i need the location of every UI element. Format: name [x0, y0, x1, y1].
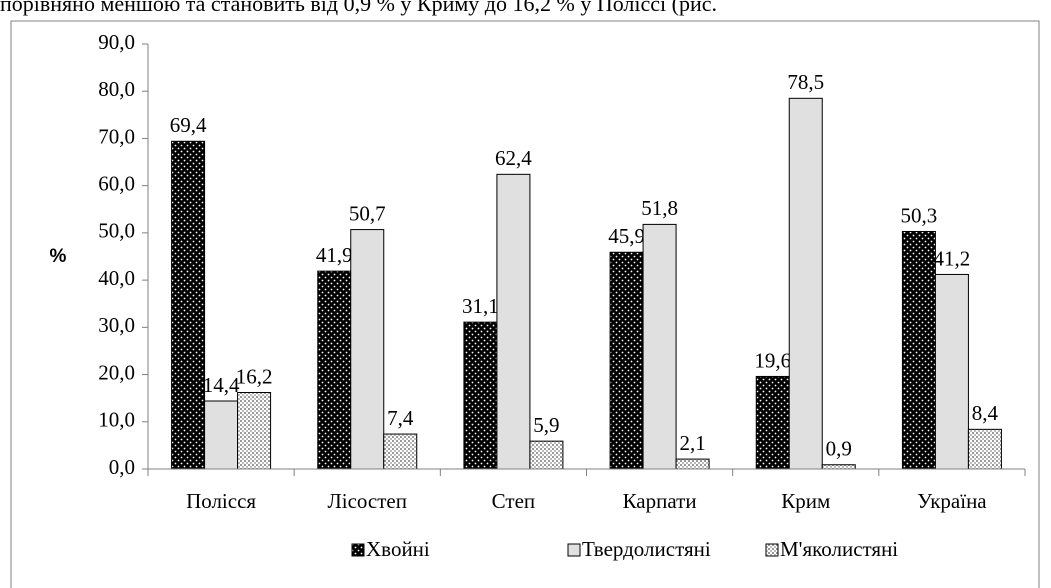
data-label: 7,4 — [387, 406, 414, 430]
bar — [934, 273, 969, 470]
bar — [204, 400, 239, 470]
x-tick-label: Степ — [492, 489, 535, 513]
y-tick-label: 60,0 — [98, 171, 135, 195]
x-tick-label: Лісостеп — [328, 489, 407, 513]
data-label: 51,8 — [641, 196, 678, 220]
data-label: 8,4 — [972, 401, 999, 425]
bar — [788, 97, 823, 470]
bar — [642, 223, 677, 470]
data-label: 62,4 — [495, 146, 532, 170]
bar — [755, 375, 790, 470]
y-tick-label: 0,0 — [109, 455, 135, 479]
y-tick-label: 80,0 — [98, 77, 135, 101]
y-tick-label: 20,0 — [98, 360, 135, 384]
data-label: 0,9 — [826, 437, 852, 461]
x-tick-label: Україна — [917, 489, 987, 513]
bar — [383, 433, 418, 470]
bar — [350, 229, 385, 470]
bar — [901, 230, 936, 470]
chart-border — [10, 20, 1040, 588]
data-label: 14,4 — [203, 373, 240, 397]
bar — [967, 428, 1002, 470]
data-label: 16,2 — [236, 364, 273, 388]
y-tick-label: 70,0 — [98, 124, 135, 148]
data-label: 41,2 — [934, 246, 971, 270]
x-tick-label: Крим — [781, 489, 830, 513]
data-label: 31,1 — [462, 294, 499, 318]
data-label: 50,3 — [901, 203, 938, 227]
caption-fragment: порівняно меншою та становить від 0,9 % … — [0, 0, 717, 16]
bar — [529, 440, 564, 470]
legend-label: Твердолистяні — [582, 537, 711, 561]
data-label: 19,6 — [754, 348, 791, 372]
bar — [463, 321, 498, 470]
data-label: 50,7 — [349, 201, 386, 225]
data-label: 5,9 — [533, 413, 559, 437]
bar — [317, 270, 352, 470]
bar — [496, 173, 531, 470]
data-label: 45,9 — [608, 224, 645, 248]
x-tick-label: Полісся — [186, 489, 256, 513]
legend-label: М'яколистяні — [780, 537, 898, 561]
y-tick-label: 50,0 — [98, 219, 135, 243]
y-tick-label: 40,0 — [98, 266, 135, 290]
y-axis-label: % — [50, 246, 67, 267]
x-tick-label: Карпати — [623, 489, 697, 513]
bar — [821, 464, 856, 470]
data-label: 78,5 — [787, 70, 824, 94]
bar — [237, 392, 272, 470]
legend-swatch — [765, 543, 779, 557]
legend-label: Хвойні — [366, 537, 430, 561]
data-label: 2,1 — [679, 431, 705, 455]
data-label: 69,4 — [170, 113, 207, 137]
data-label: 41,9 — [316, 243, 353, 267]
bar — [609, 251, 644, 470]
y-tick-label: 30,0 — [98, 313, 135, 337]
y-tick-label: 10,0 — [98, 408, 135, 432]
y-tick-label: 90,0 — [98, 30, 135, 54]
bar — [171, 140, 206, 470]
legend-swatch — [351, 543, 365, 557]
legend-swatch — [567, 543, 581, 557]
bar — [675, 458, 710, 470]
